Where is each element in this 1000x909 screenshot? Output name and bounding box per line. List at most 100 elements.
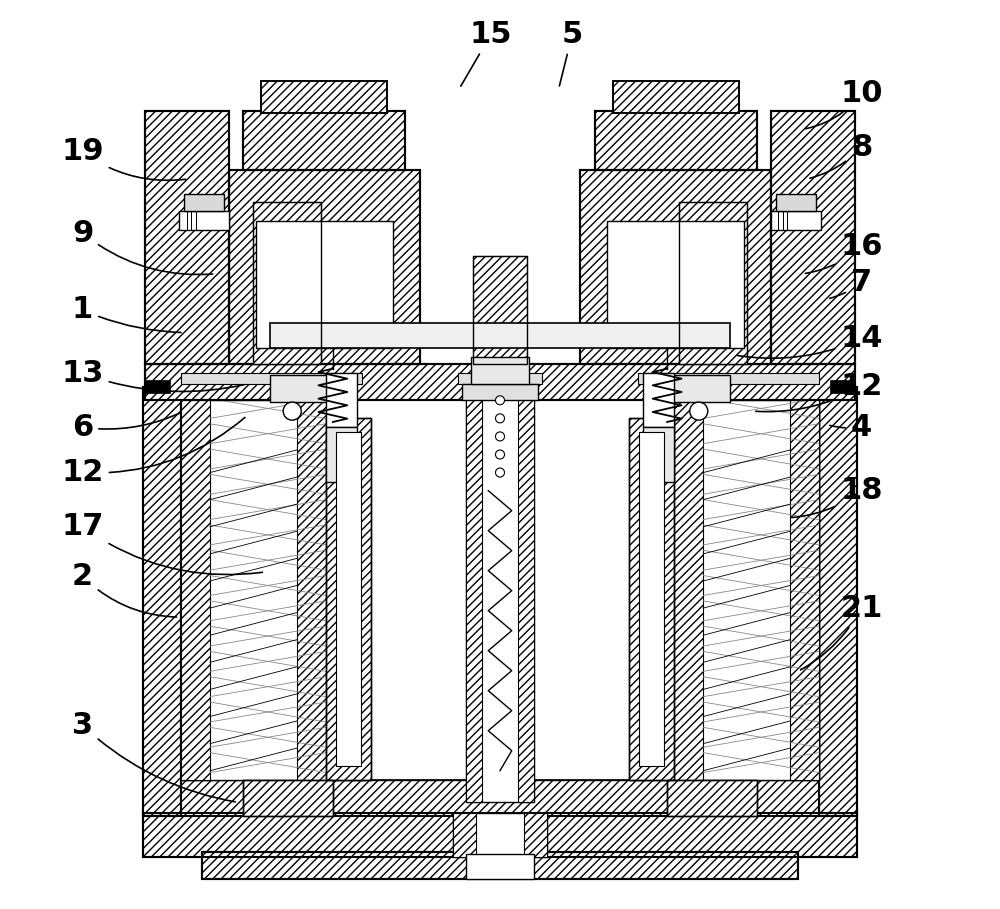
Bar <box>679 202 747 365</box>
Text: 4: 4 <box>830 413 872 442</box>
Bar <box>466 395 534 803</box>
Bar <box>243 111 405 170</box>
Bar <box>643 427 674 482</box>
Bar <box>771 211 821 231</box>
Bar <box>674 400 819 780</box>
Text: 10: 10 <box>805 78 883 129</box>
Bar <box>184 195 224 211</box>
Bar <box>145 111 229 365</box>
Bar <box>145 111 229 365</box>
Bar <box>143 814 857 856</box>
Bar <box>674 400 703 780</box>
Bar <box>143 386 181 816</box>
Bar <box>243 780 333 816</box>
Text: 13: 13 <box>61 359 244 392</box>
Text: 5: 5 <box>559 20 583 86</box>
Bar <box>179 211 229 231</box>
Text: 18: 18 <box>792 476 883 517</box>
Bar <box>819 386 857 816</box>
Bar <box>663 375 730 402</box>
Text: 8: 8 <box>810 133 872 178</box>
Bar <box>270 375 337 402</box>
Bar <box>326 427 357 482</box>
Text: 1: 1 <box>72 295 181 333</box>
Circle shape <box>495 395 505 405</box>
Text: 7: 7 <box>830 268 872 298</box>
Text: 19: 19 <box>61 137 186 180</box>
Bar <box>261 82 387 113</box>
Bar <box>270 323 730 348</box>
Bar <box>181 780 819 816</box>
Circle shape <box>690 402 708 420</box>
Bar <box>143 814 857 856</box>
Bar <box>297 400 326 780</box>
Text: 12: 12 <box>61 417 245 487</box>
Bar <box>595 111 757 170</box>
Bar <box>143 386 181 816</box>
Bar <box>181 780 819 816</box>
Bar <box>145 365 855 400</box>
Bar <box>819 386 857 816</box>
Bar <box>830 380 855 393</box>
Bar <box>639 432 664 766</box>
Bar <box>326 418 371 780</box>
Bar <box>667 780 757 816</box>
Bar <box>771 111 855 365</box>
Text: 16: 16 <box>805 232 883 274</box>
Bar <box>336 432 361 766</box>
Bar <box>261 82 387 113</box>
Bar <box>453 814 476 856</box>
Bar <box>145 380 170 393</box>
Bar <box>613 82 739 113</box>
Bar <box>462 384 538 400</box>
Text: 21: 21 <box>801 594 883 670</box>
Bar <box>580 170 771 365</box>
Bar <box>473 255 527 365</box>
Text: 17: 17 <box>61 513 262 574</box>
Bar <box>202 852 798 879</box>
Bar <box>607 222 744 348</box>
Bar <box>326 374 357 427</box>
Bar <box>771 111 855 365</box>
Bar <box>145 365 855 400</box>
Text: 3: 3 <box>72 711 235 802</box>
Text: 14: 14 <box>738 325 883 358</box>
Circle shape <box>495 450 505 459</box>
Bar <box>326 418 371 780</box>
Circle shape <box>495 468 505 477</box>
Bar <box>629 418 674 780</box>
Bar <box>679 202 747 365</box>
Bar <box>518 395 534 803</box>
Text: 6: 6 <box>72 413 181 442</box>
Bar <box>253 202 321 365</box>
Bar <box>181 374 362 384</box>
Bar <box>229 170 420 365</box>
Bar <box>524 814 547 856</box>
Bar <box>458 374 542 384</box>
Bar <box>471 357 529 384</box>
Bar <box>243 780 333 816</box>
Bar <box>256 222 393 348</box>
Text: 12: 12 <box>756 373 883 412</box>
Text: 2: 2 <box>72 562 177 617</box>
Circle shape <box>495 432 505 441</box>
Bar <box>202 852 798 879</box>
Bar <box>181 400 210 780</box>
Bar <box>595 111 757 170</box>
Bar <box>181 386 819 780</box>
Bar <box>243 111 405 170</box>
Bar <box>580 170 771 365</box>
Bar <box>181 400 326 780</box>
Bar <box>776 195 816 211</box>
Bar <box>229 170 420 365</box>
Bar <box>466 395 482 803</box>
Bar <box>473 255 527 365</box>
Bar <box>466 854 534 879</box>
Text: 15: 15 <box>461 20 512 86</box>
Bar <box>643 374 674 427</box>
Text: 9: 9 <box>72 219 213 275</box>
Bar <box>253 202 321 365</box>
Circle shape <box>283 402 301 420</box>
Bar <box>638 374 819 384</box>
Bar <box>667 780 757 816</box>
